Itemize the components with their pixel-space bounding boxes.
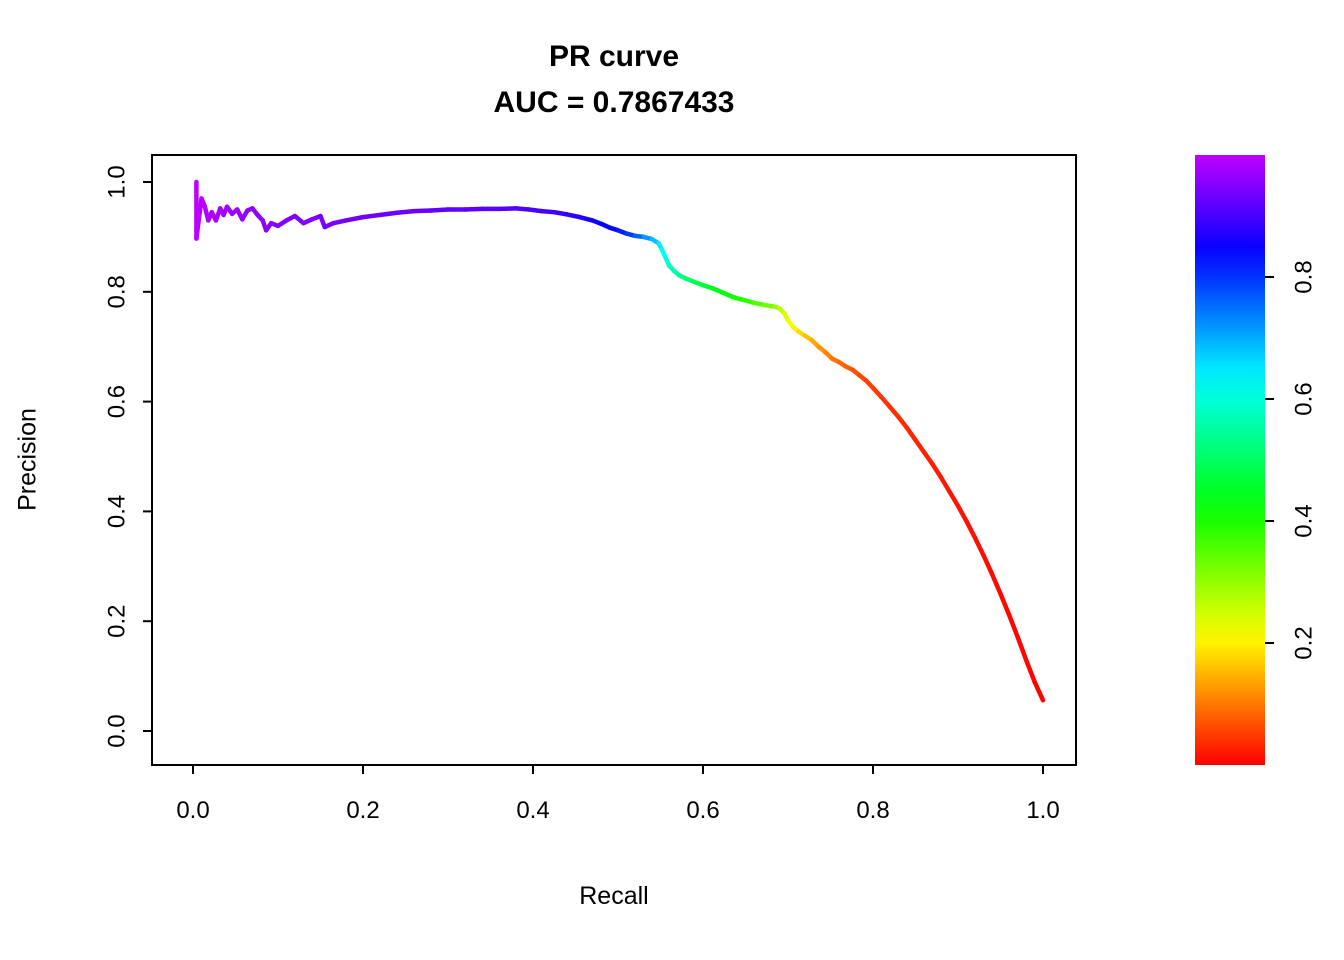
title-block: PR curve AUC = 0.7867433: [152, 34, 1076, 126]
pr-curve-segment: [377, 210, 400, 218]
pr-curve-segment: [913, 437, 927, 455]
colorbar-tick-label: 0.6: [1290, 382, 1317, 415]
y-axis-label: Precision: [13, 408, 42, 511]
x-tick-label: 0.0: [176, 797, 209, 824]
pr-curve-segment: [896, 414, 910, 431]
pr-curve-segment: [360, 212, 383, 220]
pr-curve-segment: [343, 214, 366, 223]
y-tick-label: 0.2: [103, 605, 130, 638]
x-tick-label: 0.8: [856, 797, 889, 824]
colorbar: [1195, 155, 1265, 765]
pr-curve-segment: [964, 519, 978, 541]
pr-curve-segment: [947, 489, 961, 509]
x-axis-label: Recall: [579, 882, 649, 910]
pr-curve-segment: [981, 553, 995, 577]
pr-curve-segment: [938, 475, 952, 494]
plot-box: [151, 154, 1077, 766]
pr-curve-segment: [998, 591, 1012, 617]
y-tick-label: 1.0: [103, 165, 130, 198]
pr-curve-segment: [921, 449, 935, 467]
pr-curve-segment: [194, 196, 204, 241]
pr-curve-segment: [989, 571, 1003, 596]
pr-curve-segment: [930, 461, 944, 480]
colorbar-tick-label: 0.2: [1290, 626, 1317, 659]
pr-curve-segment: [955, 503, 969, 524]
y-tick-label: 0.0: [103, 714, 130, 747]
chart-title: PR curve: [548, 40, 680, 73]
y-tick-label: 0.8: [103, 275, 130, 308]
pr-curve-segment: [394, 208, 417, 215]
pr-curve-segment: [428, 207, 451, 213]
chart-subtitle: AUC = 0.7867433: [493, 86, 735, 119]
pr-curve-segment: [904, 425, 918, 443]
x-tick-label: 0.4: [516, 797, 549, 824]
pr-curve-segment: [1006, 612, 1020, 639]
colorbar-tick-label: 0.8: [1290, 260, 1317, 293]
y-tick-label: 0.6: [103, 385, 130, 418]
pr-curve-segment: [496, 206, 519, 212]
pr-curve-segment: [411, 208, 434, 214]
pr-curve-line: [194, 179, 1046, 703]
x-tick-label: 1.0: [1026, 797, 1059, 824]
x-tick-label: 0.2: [346, 797, 379, 824]
pr-curve-segment: [462, 206, 485, 212]
y-tick-label: 0.4: [103, 495, 130, 528]
x-tick-label: 0.6: [686, 797, 719, 824]
pr-curve-segment: [1032, 679, 1046, 703]
pr-curve-segment: [972, 535, 986, 558]
pr-curve-segment: [1015, 634, 1029, 662]
colorbar-tick-label: 0.4: [1290, 504, 1317, 537]
pr-curve-segment: [1023, 657, 1037, 684]
